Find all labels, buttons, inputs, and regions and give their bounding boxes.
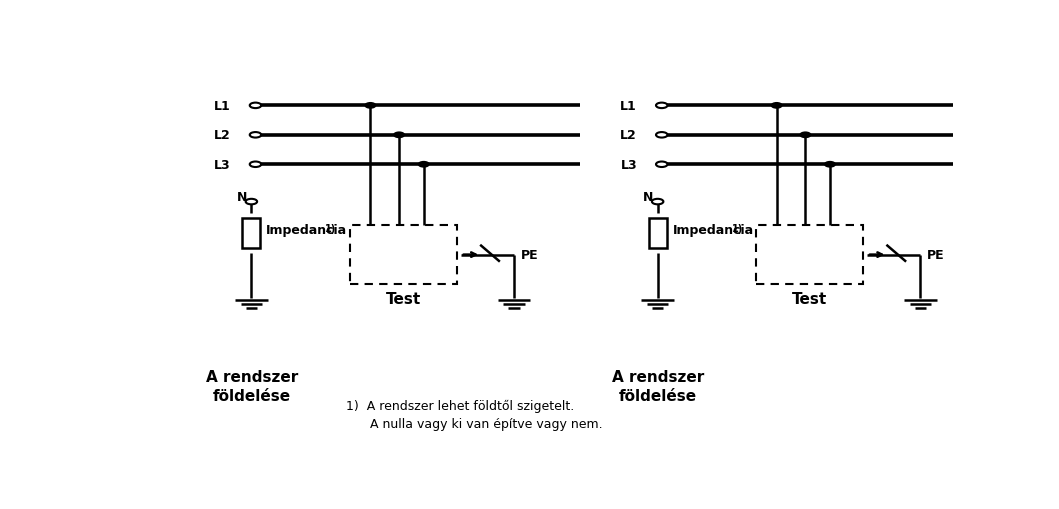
Bar [756, 225, 863, 285]
Text: PE: PE [927, 248, 945, 262]
Circle shape [656, 162, 667, 167]
Text: A rendszer: A rendszer [207, 369, 299, 384]
Circle shape [801, 133, 810, 138]
Text: Test: Test [792, 292, 827, 306]
Circle shape [246, 200, 257, 205]
Text: földelése: földelése [213, 389, 291, 404]
Circle shape [656, 103, 667, 109]
Text: L3: L3 [214, 158, 231, 172]
Circle shape [250, 133, 262, 138]
Text: Impedancia: Impedancia [266, 223, 347, 236]
Text: Impedancia: Impedancia [672, 223, 754, 236]
Circle shape [365, 104, 375, 108]
Text: földelése: földelése [620, 389, 697, 404]
Text: A rendszer: A rendszer [612, 369, 704, 384]
Bar [243, 219, 261, 248]
Text: L1: L1 [214, 100, 231, 112]
Text: N: N [643, 191, 653, 204]
Circle shape [652, 200, 663, 205]
Bar [349, 225, 456, 285]
Bar [648, 219, 667, 248]
Circle shape [772, 104, 782, 108]
Circle shape [394, 133, 405, 138]
Circle shape [250, 103, 262, 109]
Text: L2: L2 [214, 129, 231, 142]
Text: 1)  A rendszer lehet földtől szigetelt.: 1) A rendszer lehet földtől szigetelt. [345, 400, 574, 412]
Text: 1): 1) [732, 224, 742, 234]
Circle shape [656, 133, 667, 138]
Text: L1: L1 [621, 100, 638, 112]
Text: A nulla vagy ki van építve vagy nem.: A nulla vagy ki van építve vagy nem. [345, 417, 603, 430]
Circle shape [250, 162, 262, 167]
Text: N: N [237, 191, 248, 204]
Circle shape [418, 162, 429, 167]
Text: L3: L3 [621, 158, 638, 172]
Text: PE: PE [521, 248, 538, 262]
Text: 1): 1) [325, 224, 337, 234]
Circle shape [825, 162, 834, 167]
Text: L2: L2 [621, 129, 638, 142]
Text: Test: Test [385, 292, 420, 306]
